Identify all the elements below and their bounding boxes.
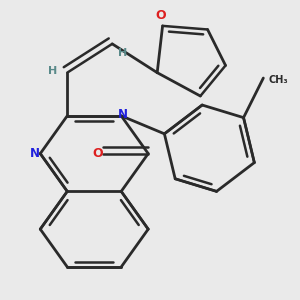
Text: H: H [118, 48, 127, 58]
Text: H: H [48, 66, 58, 76]
Text: N: N [30, 147, 40, 160]
Text: O: O [155, 9, 166, 22]
Text: O: O [92, 147, 103, 160]
Text: CH₃: CH₃ [269, 75, 288, 85]
Text: N: N [118, 107, 128, 121]
